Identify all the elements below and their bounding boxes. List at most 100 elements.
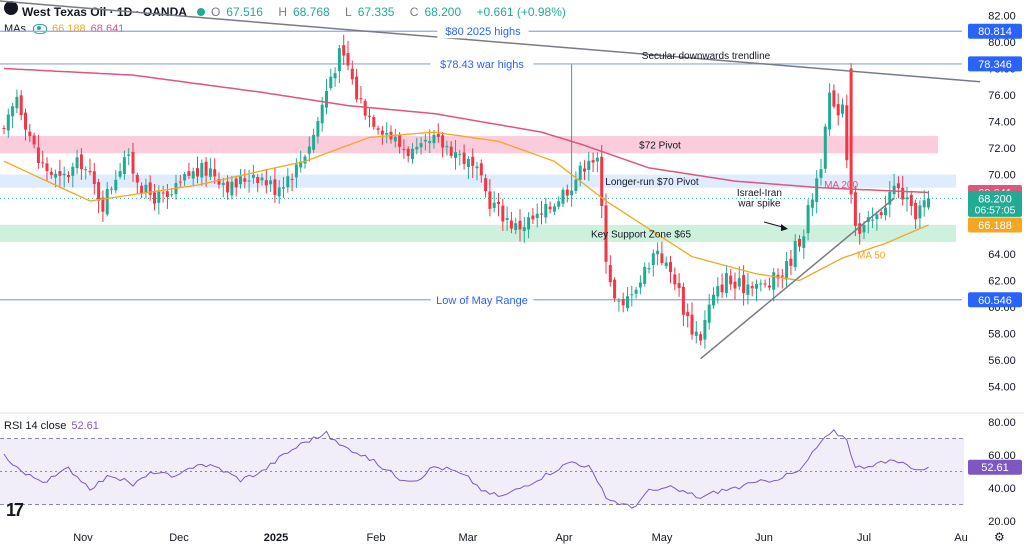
candle [226,175,230,200]
candle [350,60,354,85]
candle [729,269,733,291]
candle [286,168,290,193]
countdown-label: 06:57:05 [975,204,1016,216]
settings-gear-icon[interactable]: ⚙ [994,530,1005,544]
rsi-tick-label: 80.00 [988,417,1016,429]
candle [415,137,419,155]
candle [406,146,410,163]
visibility-eye-icon[interactable] [33,24,47,34]
candle [75,149,79,175]
tradingview-logo[interactable]: 17 [6,500,24,520]
candle [423,133,427,151]
candle [888,181,892,218]
candle [802,229,806,259]
price-tick-label: 74.00 [988,117,1016,129]
candle [884,195,887,221]
candle [896,176,900,199]
candle [256,174,260,193]
candle [466,156,470,180]
candle [58,159,62,187]
ma200-legend-value: 68.641 [90,23,125,35]
candle [780,268,784,289]
zone-label-3: Key Support Zone $65 [591,229,692,240]
candle [432,130,436,149]
candle [161,185,165,203]
candle [114,169,118,194]
candle [905,186,909,212]
time-tick-label: May [652,532,673,544]
trendline-2 [700,197,895,360]
trendline-label-1: Secular downwards trendline [642,51,771,62]
candle [587,151,591,181]
candle [565,184,569,203]
time-tick-label: 2025 [264,532,288,544]
price-tag-bg-5 [968,217,1022,233]
chart-header: West Texas Oil · 1D · OANDA O 67.516 H 68.… [22,4,572,20]
candle [746,272,750,305]
annotation-4: MA 50 [857,250,886,261]
rsi-tick-label: 40.00 [988,483,1016,495]
candle [49,167,53,179]
candle [686,303,690,328]
candle [518,209,522,242]
candle [527,212,531,239]
candle [707,294,711,330]
candle [626,286,629,312]
price-tick-label: 54.00 [988,382,1016,394]
candle [836,93,840,126]
rsi-tag: 52.61 [981,462,1009,474]
open-label: O [210,5,221,19]
candle [273,167,277,203]
candle [600,144,604,219]
candle [462,144,466,170]
candle [583,160,586,180]
candle [393,128,397,148]
instrument-title[interactable]: West Texas Oil · 1D · OANDA [22,5,187,19]
rsi-legend[interactable]: RSI 14 close 52.61 [4,420,99,432]
candle [307,136,311,162]
candle [234,175,238,197]
candle [316,116,320,144]
candle [239,169,242,189]
candle [793,234,797,271]
candle [750,281,754,297]
candle [841,98,844,118]
candle [260,173,264,186]
candle [484,174,488,198]
candle [660,241,664,266]
candle [11,102,15,129]
candle [742,265,746,306]
candle [488,179,492,217]
candle [148,175,152,201]
moving-averages-legend[interactable]: MAs 66.188 68.641 [4,22,129,36]
candle [97,178,101,214]
rsi-legend-value: 52.61 [71,420,99,432]
candle [819,158,823,186]
annotation-1: Israel-Iran [737,188,782,199]
candle [67,171,70,183]
candle [621,292,625,313]
candle [922,190,926,217]
candle [196,156,199,184]
candle [269,176,273,192]
price-tick-label: 72.00 [988,143,1016,155]
candle [755,279,758,302]
candle [230,175,234,200]
level-label-3: Low of May Range [436,295,528,307]
candle [325,78,328,115]
open-value: 67.516 [226,5,263,19]
candle [497,193,500,217]
candle [213,158,217,184]
candle [264,168,268,194]
candle [243,169,247,189]
price-tag-1: 80.814 [978,26,1012,38]
low-label: L [345,5,352,19]
candle [92,162,96,195]
candle [363,98,367,120]
candle [712,287,715,309]
zone-label-2: Longer-run $70 Pivot [605,177,699,188]
candle [634,287,638,299]
candle [832,84,836,109]
time-tick-label: Apr [555,532,572,544]
